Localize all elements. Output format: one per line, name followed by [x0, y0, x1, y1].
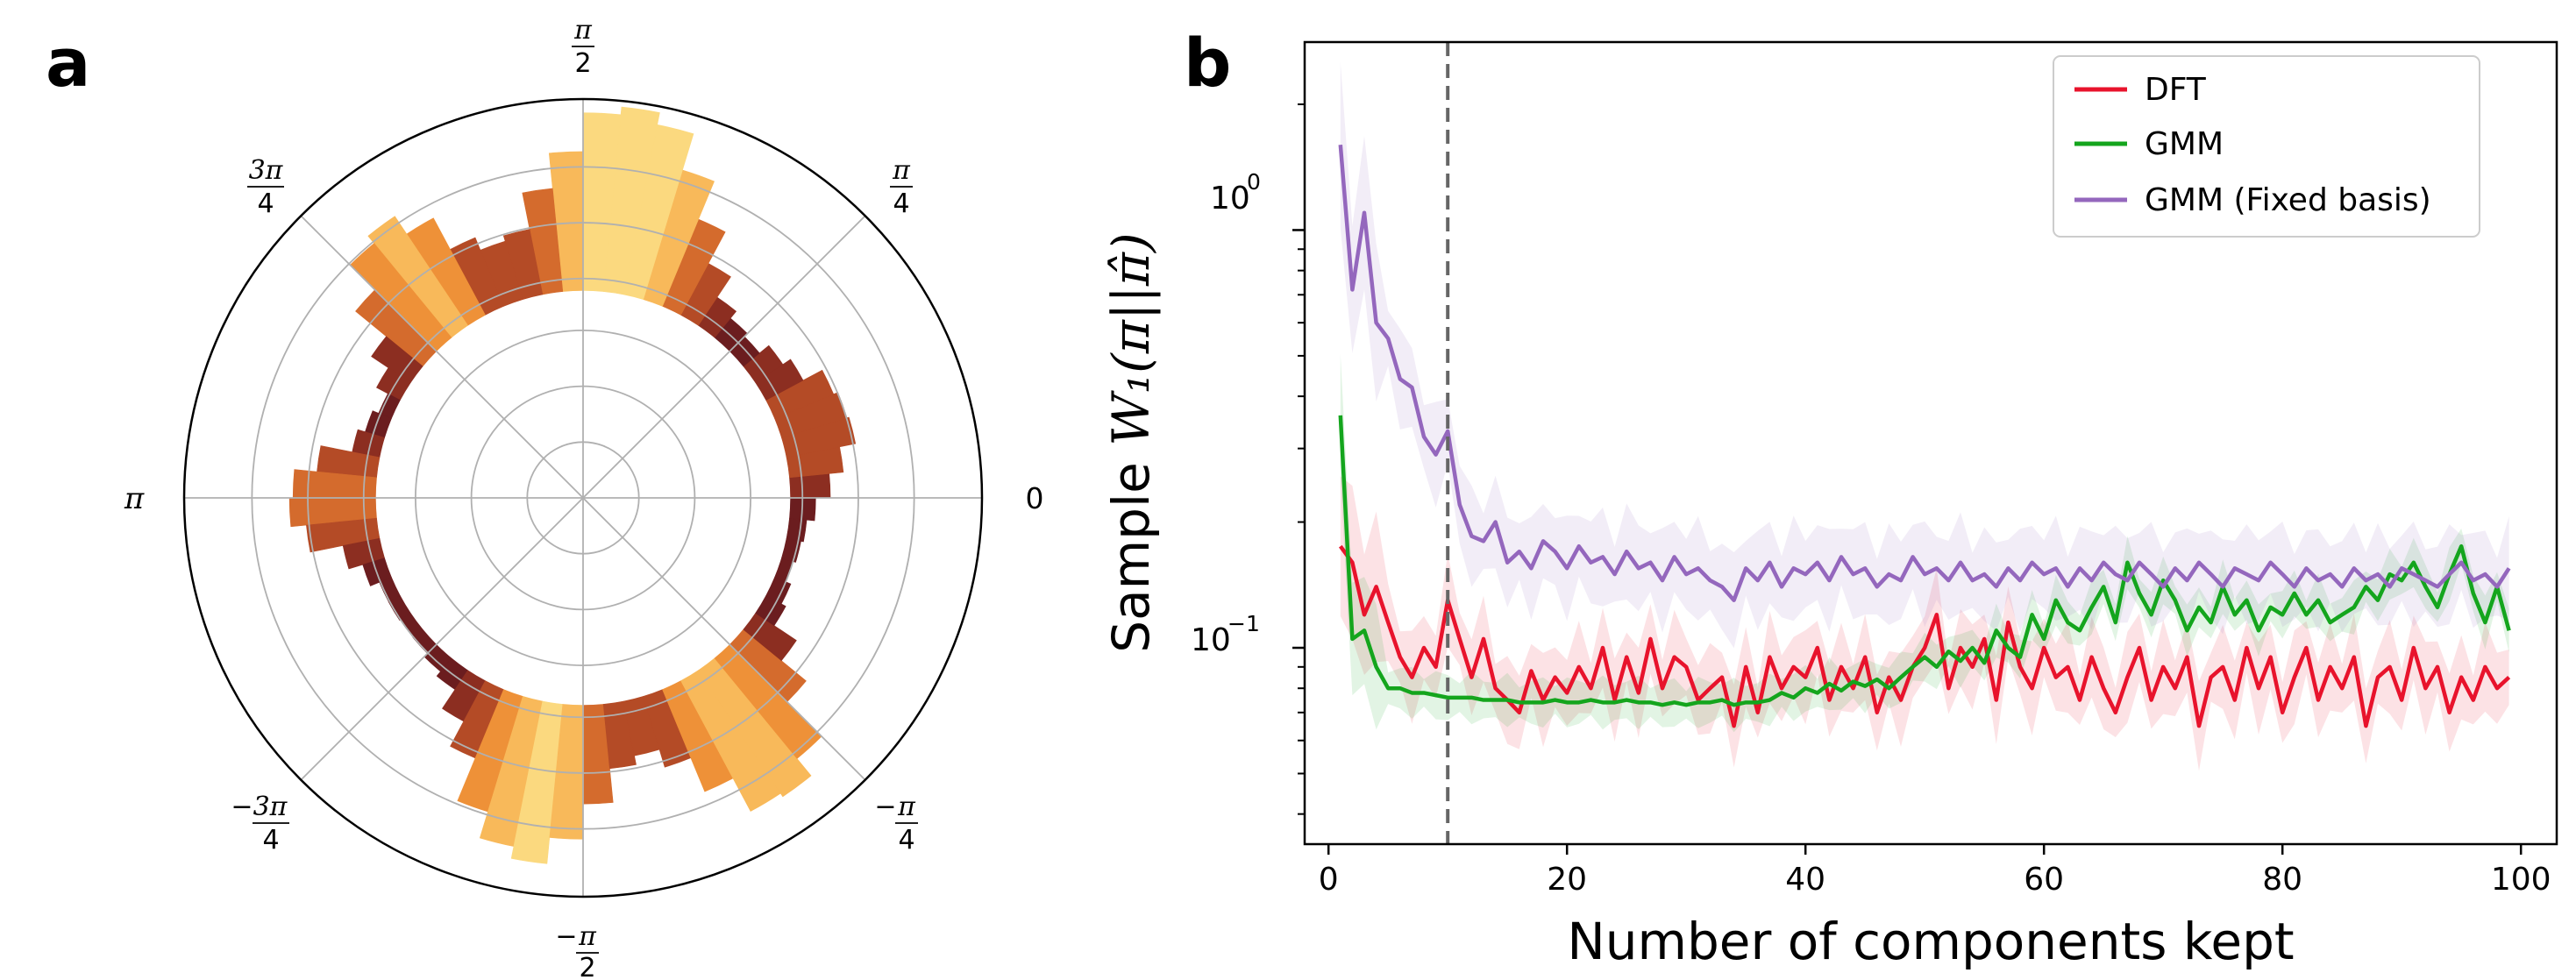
polar-bar	[342, 537, 385, 570]
theta-label-neg-3pi-over-4: − 3π 4	[231, 792, 289, 856]
theta-label-neg-pi-over-2-den: 2	[579, 953, 595, 980]
x-axis-label: Number of components kept	[1567, 912, 2294, 971]
theta-label-pi-over-2-num: π	[573, 15, 593, 46]
polar-bar	[355, 289, 438, 367]
polar-bar	[582, 704, 614, 805]
theta-label-pi-over-2: π 2	[572, 15, 594, 79]
series-lines	[1338, 144, 2511, 728]
x-tick-label: 0	[1319, 862, 1339, 898]
polar-histogram: π 2 π 4 3π 4 π 0 − 3π 4 − π 4 −	[124, 15, 1044, 980]
y-tick-label-1e-1: 10 −1	[1191, 611, 1260, 658]
svg-text:10: 10	[1210, 181, 1250, 217]
theta-label-pi: π	[124, 481, 145, 516]
confidence-band	[1340, 61, 2509, 649]
svg-text:−1: −1	[1228, 611, 1260, 636]
theta-label-neg-pi-over-2-num: π	[578, 921, 597, 952]
polar-bar	[288, 497, 377, 528]
polar-grid-spoke	[300, 497, 584, 781]
polar-grid-spoke	[300, 215, 584, 499]
legend-label-dft: DFT	[2145, 72, 2207, 108]
theta-label-neg-3pi-over-4-den: 4	[262, 825, 279, 856]
polar-bar	[306, 517, 381, 553]
theta-label-3pi-over-4-den: 4	[257, 188, 274, 219]
svg-text:0: 0	[1247, 169, 1261, 195]
polar-bar	[548, 151, 584, 292]
y-axis-ticks	[1292, 103, 1305, 815]
polar-bar	[743, 613, 797, 662]
x-tick-label: 80	[2262, 862, 2302, 898]
svg-text:10: 10	[1191, 622, 1231, 658]
plot-frame	[1303, 40, 2558, 846]
theta-label-pi-over-4-num: π	[892, 155, 911, 186]
theta-label-neg-3pi-over-4-num: 3π	[253, 792, 288, 822]
polar-bar	[522, 188, 564, 295]
panel-label-b: b	[1184, 24, 1231, 102]
theta-label-pi-over-4-den: 4	[893, 188, 909, 219]
polar-bar	[743, 344, 784, 383]
theta-label-zero: 0	[1026, 481, 1044, 515]
x-tick-label: 60	[2024, 862, 2064, 898]
theta-label-neg-pi-over-4-num: π	[897, 792, 916, 822]
polar-bar	[755, 359, 804, 401]
polar-bar	[376, 367, 411, 401]
theta-label-neg-pi-over-2: − π 2	[555, 921, 599, 980]
polar-grid-spoke	[582, 215, 866, 499]
theta-label-neg-pi-over-4: − π 4	[874, 792, 918, 856]
polar-bar	[371, 336, 423, 383]
series-line	[1338, 415, 2511, 707]
legend-label-gmm: GMM	[2145, 126, 2224, 162]
svg-text:−: −	[874, 792, 896, 822]
svg-text:−: −	[555, 921, 577, 952]
theta-label-neg-pi-over-4-den: 4	[898, 825, 914, 856]
polar-bar	[388, 595, 411, 621]
legend-box	[2053, 55, 2480, 238]
series-line	[1338, 144, 2511, 602]
theta-label-pi-over-4: π 4	[890, 155, 913, 219]
polar-bar	[789, 473, 831, 499]
polar-grid-spoke	[582, 497, 866, 781]
theta-label-3pi-over-4-num: 3π	[249, 155, 284, 186]
series-line	[1338, 544, 2511, 728]
theta-label-pi-over-2-den: 2	[574, 48, 591, 79]
polar-bars	[288, 106, 857, 864]
polar-grid	[184, 99, 982, 897]
x-tick-label: 20	[1547, 862, 1587, 898]
line-chart: 0 20 40 60 80 100 10 0 10 −1 Number of compon…	[1101, 40, 2558, 971]
x-tick-label: 40	[1785, 862, 1825, 898]
svg-text:−: −	[231, 792, 253, 822]
confidence-band	[1340, 476, 2509, 771]
polar-bar	[502, 229, 544, 300]
legend-label-gmm-fixed-basis: GMM (Fixed basis)	[2145, 182, 2431, 218]
y-axis-label: Sample W₁(π||π̂)	[1101, 232, 1161, 652]
polar-bar	[786, 517, 808, 543]
y-tick-label-1e0: 10 0	[1210, 169, 1261, 217]
polar-outer-frame	[182, 97, 984, 898]
polar-bar	[781, 416, 857, 458]
legend: DFT GMM GMM (Fixed basis)	[2053, 55, 2480, 238]
polar-bar	[602, 106, 660, 295]
x-axis-ticks: 0 20 40 60 80 100	[1319, 844, 2551, 898]
polar-bar	[602, 700, 637, 770]
theta-label-3pi-over-4: 3π 4	[247, 155, 284, 219]
panel-label-a: a	[46, 24, 90, 102]
x-tick-label: 100	[2491, 862, 2551, 898]
